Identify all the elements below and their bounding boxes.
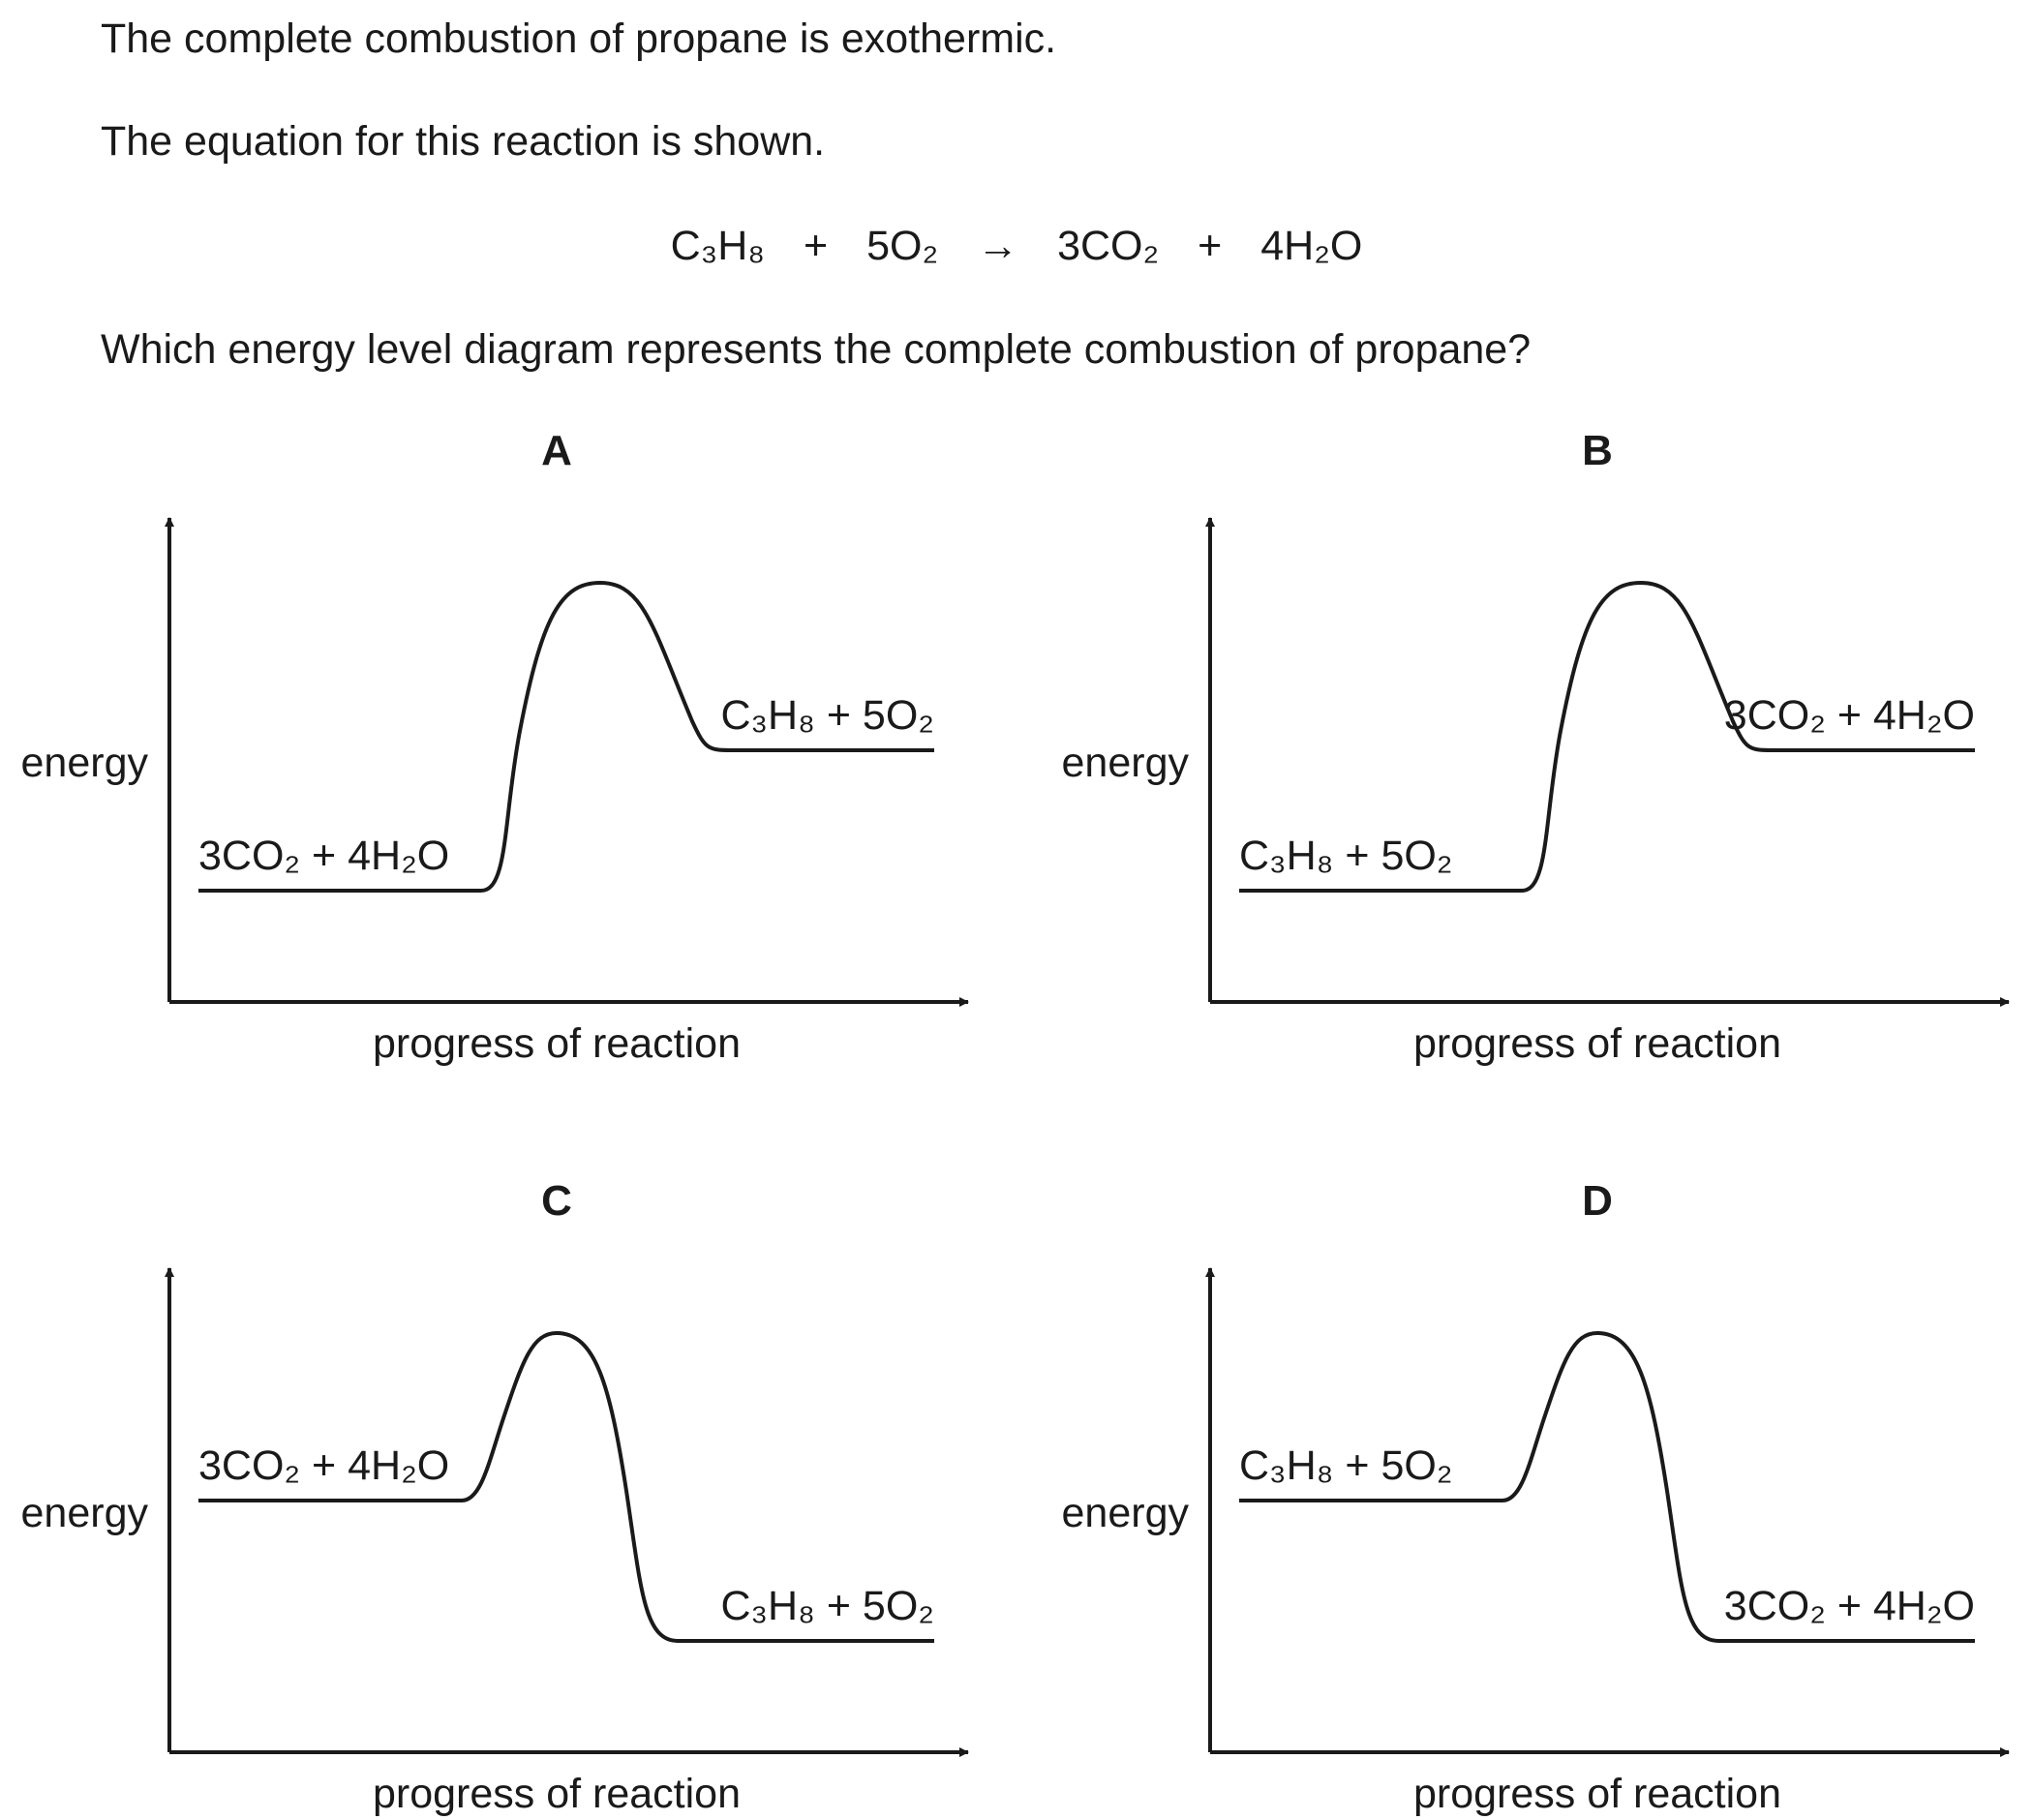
diagram-c-right-label: C₃H₈ + 5O₂ (720, 1583, 934, 1629)
diagram-b-y-label: energy (1062, 740, 1190, 786)
diagram-c-left-label: 3CO₂ + 4H₂O (198, 1442, 449, 1489)
diagram-d-energy-profile (1239, 1331, 1975, 1643)
diagram-b-left-label: C₃H₈ + 5O₂ (1239, 833, 1453, 879)
question-prompt: Which energy level diagram represents th… (101, 326, 1532, 373)
diagram-a-y-label: energy (21, 740, 149, 786)
diagram-c-letter: C (541, 1177, 572, 1225)
equation-arrow: → (977, 223, 1019, 269)
diagram-c-x-label: progress of reaction (373, 1771, 741, 1817)
diagram-d-letter: D (1582, 1177, 1613, 1225)
diagram-d-x-label: progress of reaction (1413, 1771, 1781, 1817)
diagram-c-y-label: energy (21, 1490, 149, 1536)
equation-reactant-oxygen: 5O₂ (866, 223, 939, 269)
equation-reactant-propane: C₃H₈ (670, 223, 766, 269)
intro-text: The complete combustion of propane is ex… (101, 15, 1057, 62)
diagram-c-energy-profile (198, 1331, 934, 1643)
diagram-b-x-label: progress of reaction (1413, 1020, 1781, 1067)
diagram-a-left-label: 3CO₂ + 4H₂O (198, 833, 449, 879)
statement-text: The equation for this reaction is shown. (101, 118, 826, 165)
diagram-b-energy-profile (1239, 581, 1975, 893)
equation-product-water: 4H₂O (1260, 223, 1363, 269)
diagram-d-y-label: energy (1062, 1490, 1190, 1536)
diagram-a-right-label: C₃H₈ + 5O₂ (720, 692, 934, 739)
diagram-d-right-label: 3CO₂ + 4H₂O (1724, 1583, 1975, 1629)
diagram-b-right-label: 3CO₂ + 4H₂O (1724, 692, 1975, 739)
diagram-a-energy-profile (198, 581, 934, 893)
equation-product-co2: 3CO₂ (1057, 223, 1160, 269)
reaction-equation: C₃H₈ + 5O₂ → 3CO₂ + 4H₂O (0, 223, 2033, 270)
equation-plus-2: + (1198, 223, 1223, 269)
diagram-b-letter: B (1582, 427, 1613, 474)
diagram-a-x-label: progress of reaction (373, 1020, 741, 1067)
diagram-a-letter: A (541, 427, 572, 474)
equation-plus-1: + (804, 223, 829, 269)
diagram-d-left-label: C₃H₈ + 5O₂ (1239, 1442, 1453, 1489)
